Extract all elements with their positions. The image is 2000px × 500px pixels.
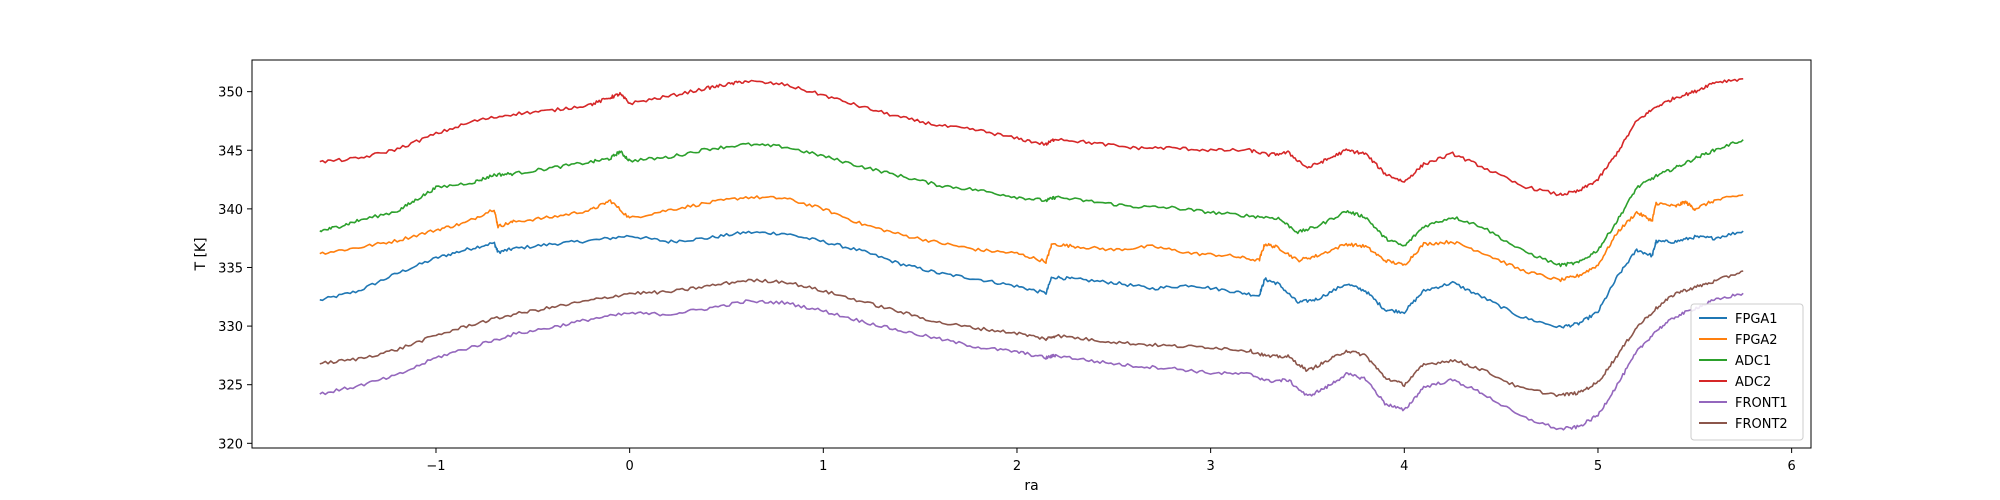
x-tick-label: 4 [1400,459,1408,474]
series-line-fpga2 [319,194,1744,283]
y-tick-label: 345 [218,144,243,159]
series-layer [319,78,1744,431]
y-tick-label: 325 [218,379,243,394]
plot-frame [251,59,1812,449]
y-tick-label: 340 [218,203,243,218]
series-line-adc1 [319,139,1744,268]
series-line-front2 [319,270,1744,398]
series-line-fpga1 [319,230,1744,329]
x-tick-label: 1 [819,459,827,474]
legend-label-fpga1: FPGA1 [1735,312,1778,327]
x-tick-label: 0 [626,459,634,474]
x-tick-label: 3 [1206,459,1214,474]
y-tick-label: 330 [218,320,243,335]
legend-label-adc1: ADC1 [1735,354,1771,369]
y-tick-label: 335 [218,261,243,276]
y-axis: 320 325 330 335 340 345 350 [218,86,252,452]
series-line-adc2 [319,78,1744,197]
x-tick-label: 6 [1787,459,1795,474]
x-tick-label: 5 [1594,459,1602,474]
x-axis-label: ra [1024,478,1038,494]
x-axis: −1 0 1 2 3 4 5 6 [426,448,1796,474]
legend-label-front1: FRONT1 [1735,396,1788,411]
y-axis-label: T [K] [193,237,209,271]
legend: FPGA1 FPGA2 ADC1 ADC2 FRONT1 FRONT2 [1690,303,1804,441]
series-line-front1 [319,292,1744,431]
y-tick-label: 350 [218,86,243,101]
y-tick-label: 320 [218,437,243,452]
x-tick-label: 2 [1013,459,1021,474]
legend-label-adc2: ADC2 [1735,375,1771,390]
legend-label-front2: FRONT2 [1735,417,1788,432]
legend-label-fpga2: FPGA2 [1735,333,1778,348]
x-tick-label: −1 [426,459,445,474]
